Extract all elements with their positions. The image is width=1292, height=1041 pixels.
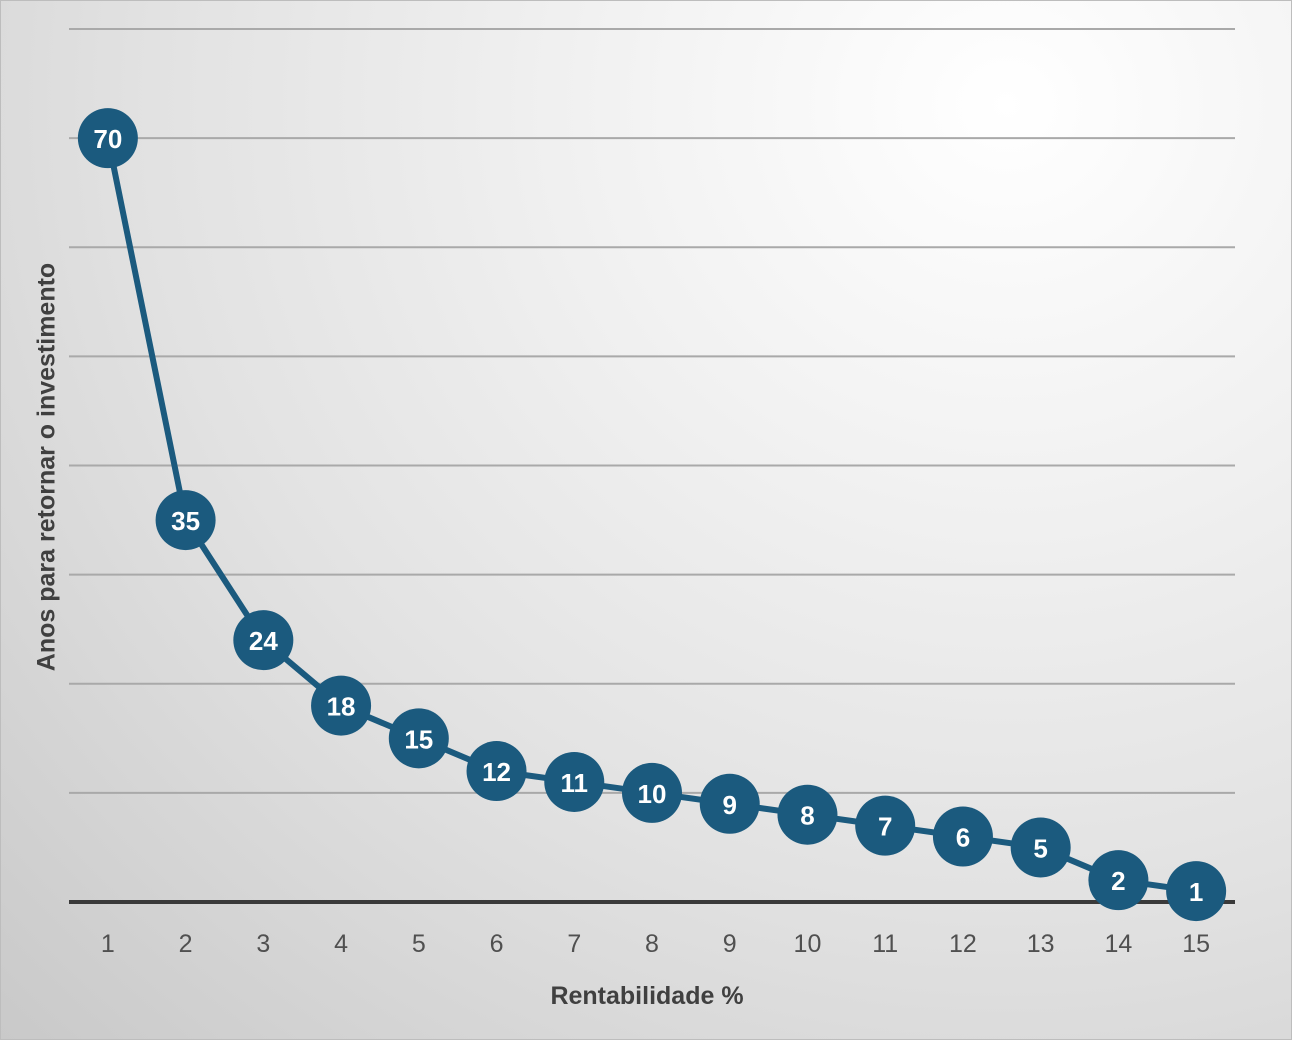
data-point xyxy=(233,610,294,671)
x-tick-label: 15 xyxy=(1182,930,1210,958)
data-point xyxy=(1166,861,1227,922)
data-label: 1 xyxy=(1189,877,1203,907)
data-point xyxy=(1088,850,1149,911)
data-point xyxy=(855,795,916,856)
data-label: 5 xyxy=(1033,833,1047,863)
data-point xyxy=(1010,817,1071,878)
data-point xyxy=(699,773,760,834)
data-label: 70 xyxy=(93,124,122,154)
x-tick-label: 4 xyxy=(334,930,348,958)
x-tick-label: 3 xyxy=(256,930,270,958)
data-label: 11 xyxy=(561,768,589,798)
x-tick-label: 14 xyxy=(1104,930,1132,958)
x-axis-title: Rentabilidade % xyxy=(550,982,744,1010)
x-tick-label: 13 xyxy=(1027,930,1055,958)
data-point xyxy=(466,741,527,802)
data-point xyxy=(777,784,838,845)
data-label: 18 xyxy=(327,692,356,722)
data-point xyxy=(155,490,216,551)
data-label: 6 xyxy=(956,823,970,853)
data-label: 12 xyxy=(482,757,511,787)
x-tick-label: 12 xyxy=(949,930,977,958)
x-tick-label: 9 xyxy=(723,930,737,958)
data-label: 15 xyxy=(404,724,433,754)
x-tick-label: 11 xyxy=(872,930,898,958)
gridlines xyxy=(69,28,1235,794)
x-tick-label: 7 xyxy=(567,930,581,958)
data-point xyxy=(932,806,993,867)
x-tick-label: 1 xyxy=(101,930,115,958)
data-label: 9 xyxy=(722,790,736,820)
data-label: 35 xyxy=(171,506,200,536)
x-tick-label: 2 xyxy=(179,930,193,958)
y-axis-title: Anos para retornar o investimento xyxy=(32,262,61,672)
x-tick-label: 10 xyxy=(794,930,822,958)
data-point xyxy=(77,108,138,169)
x-tick-label: 8 xyxy=(645,930,659,958)
data-label: 8 xyxy=(800,801,814,831)
data-point xyxy=(622,762,682,823)
data-point xyxy=(388,708,449,769)
x-tick-label: 6 xyxy=(490,930,504,958)
data-label: 2 xyxy=(1111,866,1125,896)
data-label: 10 xyxy=(638,779,667,809)
data-label: 7 xyxy=(878,812,892,842)
x-tick-label: 5 xyxy=(412,930,426,958)
data-label: 24 xyxy=(249,626,278,656)
data-point xyxy=(311,675,372,736)
data-point xyxy=(544,751,605,812)
